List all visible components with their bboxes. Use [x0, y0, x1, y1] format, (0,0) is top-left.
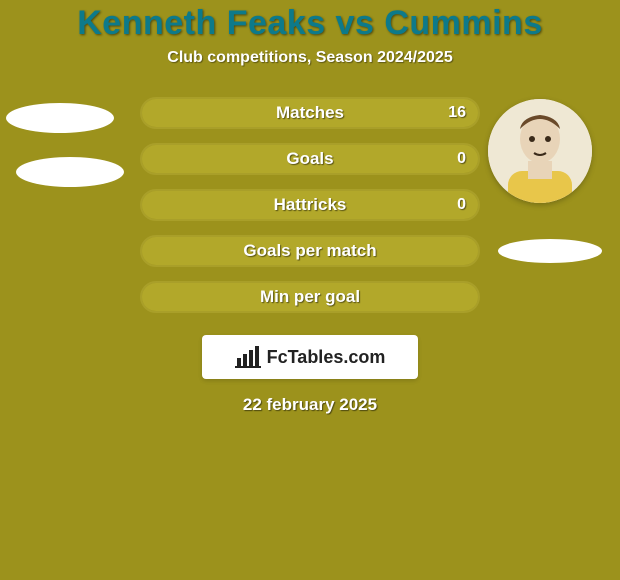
subtitle: Club competitions, Season 2024/2025: [0, 49, 620, 67]
bar-label: Matches: [142, 99, 478, 127]
brand-text: FcTables.com: [267, 347, 386, 368]
infographic: Kenneth Feaks vs Cummins Club competitio…: [0, 0, 620, 415]
brand-chart-icon: [235, 346, 261, 368]
bar-label: Hattricks: [142, 191, 478, 219]
stat-bar: Goals0: [140, 143, 480, 175]
bar-value-right: 0: [457, 145, 466, 173]
bar-label: Goals per match: [142, 237, 478, 265]
brand-badge: FcTables.com: [202, 335, 418, 379]
stat-bar: Min per goal: [140, 281, 480, 313]
avatar-placeholder-icon: [488, 99, 592, 203]
player-right-name-blob: [498, 239, 602, 263]
player-left-name-blob-2: [16, 157, 124, 187]
bar-label: Goals: [142, 145, 478, 173]
date-label: 22 february 2025: [0, 395, 620, 415]
player-right-avatar: [488, 99, 592, 203]
bar-value-right: 16: [448, 99, 466, 127]
bar-label: Min per goal: [142, 283, 478, 311]
stat-bar: Hattricks0: [140, 189, 480, 221]
bar-value-right: 0: [457, 191, 466, 219]
comparison-stage: Matches16Goals0Hattricks0Goals per match…: [0, 97, 620, 415]
stat-bars: Matches16Goals0Hattricks0Goals per match…: [140, 97, 480, 313]
page-title: Kenneth Feaks vs Cummins: [0, 4, 620, 43]
player-left-name-blob-1: [6, 103, 114, 133]
stat-bar: Goals per match: [140, 235, 480, 267]
stat-bar: Matches16: [140, 97, 480, 129]
